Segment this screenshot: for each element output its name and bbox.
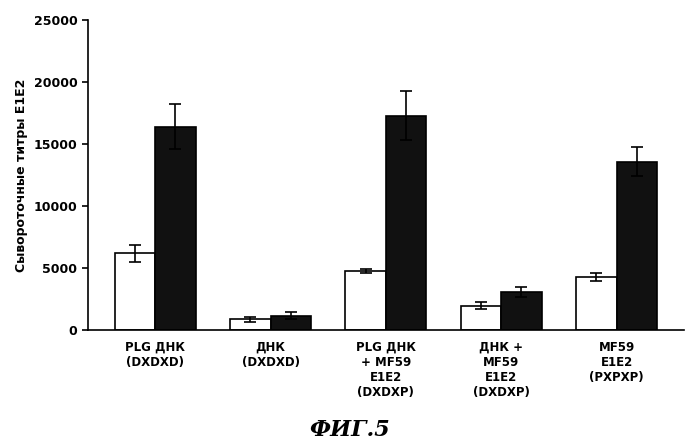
- Bar: [501, 292, 542, 331]
- Bar: [271, 316, 311, 331]
- Y-axis label: Сывороточные титры E1E2: Сывороточные титры E1E2: [15, 78, 28, 272]
- Bar: [617, 162, 657, 331]
- Bar: [155, 127, 196, 331]
- Text: ФИГ.5: ФИГ.5: [309, 419, 390, 441]
- Bar: [461, 306, 501, 331]
- Bar: [115, 254, 155, 331]
- Bar: [386, 116, 426, 331]
- Bar: [345, 271, 386, 331]
- Bar: [230, 319, 271, 331]
- Bar: [576, 277, 617, 331]
